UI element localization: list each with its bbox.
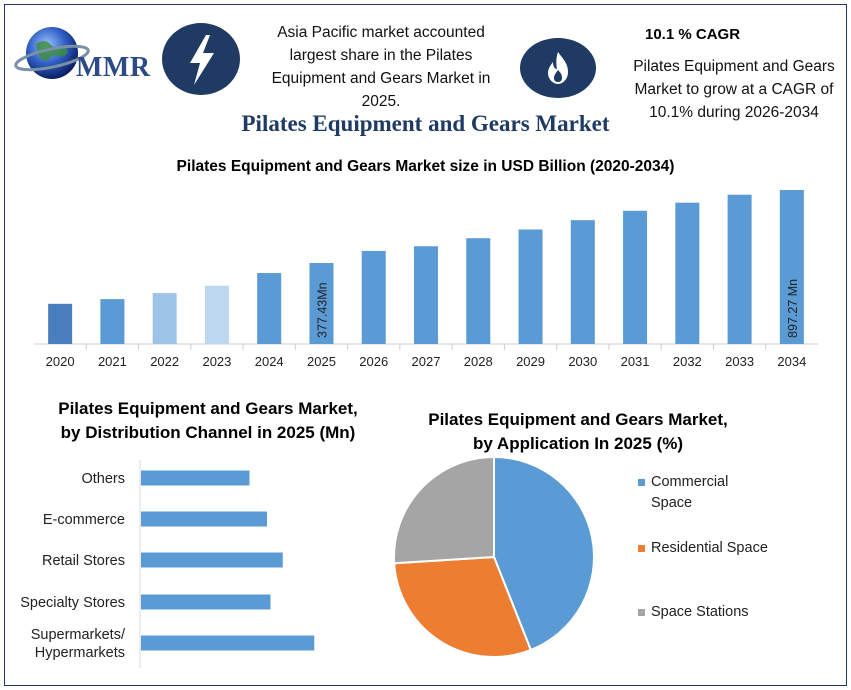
bar-2033 bbox=[727, 194, 752, 344]
x-tick-label-2034: 2034 bbox=[777, 354, 806, 369]
cagr-description: Pilates Equipment and Gears Market to gr… bbox=[633, 58, 835, 121]
pie-slice-residential-space bbox=[393, 555, 533, 658]
bar-2023 bbox=[204, 285, 229, 344]
logo: MMR bbox=[14, 20, 159, 90]
legend-item-commercial: Commercial Space bbox=[651, 472, 728, 514]
hbar-others bbox=[141, 470, 250, 486]
bar-2029 bbox=[518, 229, 543, 344]
distribution-title-line-1: Pilates Equipment and Gears Market, bbox=[58, 399, 358, 418]
lightning-badge bbox=[162, 23, 240, 95]
bar-2020 bbox=[48, 303, 73, 344]
bar-2022 bbox=[152, 293, 177, 344]
application-chart-title: Pilates Equipment and Gears Market, by A… bbox=[408, 408, 748, 456]
hbar-retail-stores bbox=[141, 552, 283, 568]
category-label: E-commerce bbox=[43, 512, 125, 528]
category-label: Hypermarkets bbox=[35, 645, 125, 661]
lightning-icon bbox=[190, 35, 214, 85]
pie-slice-commercial-space bbox=[493, 455, 595, 652]
x-tick-label-2020: 2020 bbox=[46, 354, 75, 369]
bar-2027 bbox=[414, 246, 438, 344]
x-tick-label-2026: 2026 bbox=[359, 354, 388, 369]
category-label: Specialty Stores bbox=[20, 595, 125, 611]
application-title-line-2: by Application In 2025 (%) bbox=[472, 434, 684, 453]
x-tick-label-2029: 2029 bbox=[516, 354, 545, 369]
x-tick-label-2021: 2021 bbox=[98, 354, 127, 369]
bar-2021 bbox=[100, 299, 125, 344]
x-tick-label-2022: 2022 bbox=[150, 354, 179, 369]
legend-swatch-residential bbox=[638, 545, 645, 552]
x-tick-label-2023: 2023 bbox=[202, 354, 231, 369]
bar-2025 bbox=[309, 262, 334, 344]
distribution-chart-title: Pilates Equipment and Gears Market, by D… bbox=[18, 397, 398, 445]
flame-badge bbox=[520, 38, 596, 98]
bar-2034 bbox=[779, 190, 804, 344]
x-tick-label-2025: 2025 bbox=[307, 354, 336, 369]
page-title: Pilates Equipment and Gears Market bbox=[241, 111, 610, 136]
bar-2032 bbox=[675, 202, 700, 344]
x-tick-label-2031: 2031 bbox=[621, 354, 650, 369]
hbar-supermarkets-hypermarkets bbox=[141, 635, 315, 651]
legend-item-space-stations: Space Stations bbox=[651, 602, 749, 623]
category-label: Supermarkets/ bbox=[31, 627, 126, 643]
globe-icon bbox=[14, 27, 90, 79]
legend-label-space-stations: Space Stations bbox=[651, 604, 749, 620]
legend-label-residential: Residential Space bbox=[651, 540, 768, 556]
hbar-specialty-stores bbox=[141, 594, 271, 610]
x-tick-label-2030: 2030 bbox=[568, 354, 597, 369]
bar-2026 bbox=[361, 250, 386, 344]
logo-text: MMR bbox=[76, 52, 151, 83]
region-share-text: Asia Pacific market accounted largest sh… bbox=[271, 24, 491, 110]
distribution-channel-bar-chart: Others E-commerce Retail Stores Specialty S… bbox=[20, 460, 315, 668]
application-title-line-1: Pilates Equipment and Gears Market, bbox=[428, 410, 728, 429]
market-size-bar-chart: 2020 2021 2022 2023 2024 2025 2026 2027 2028 2029… bbox=[34, 190, 818, 369]
bar-2031 bbox=[623, 210, 648, 344]
x-tick-label-2028: 2028 bbox=[464, 354, 493, 369]
x-tick-label-2033: 2033 bbox=[725, 354, 754, 369]
distribution-title-line-2: by Distribution Channel in 2025 (Mn) bbox=[60, 423, 356, 442]
bar-2024 bbox=[257, 273, 282, 344]
flame-icon bbox=[548, 52, 568, 84]
legend-label-commercial-1: Commercial bbox=[651, 474, 729, 490]
legend-swatch-commercial bbox=[638, 479, 645, 486]
legend-item-residential: Residential Space bbox=[651, 538, 768, 559]
bar-2030 bbox=[570, 220, 595, 344]
pie-slice-space-stations bbox=[393, 455, 495, 565]
hbar-e-commerce bbox=[141, 511, 267, 527]
legend-swatch-space-stations bbox=[638, 609, 645, 616]
bar-chart-title: Pilates Equipment and Gears Market size … bbox=[176, 158, 675, 175]
x-tick-label-2032: 2032 bbox=[673, 354, 702, 369]
data-label-2034: 897.27 Mn bbox=[786, 279, 800, 338]
page-frame bbox=[4, 4, 847, 686]
cagr-heading: 10.1 % CAGR bbox=[645, 26, 741, 43]
bar-2028 bbox=[466, 238, 491, 344]
legend-label-commercial-2: Space bbox=[651, 495, 693, 511]
x-tick-label-2027: 2027 bbox=[412, 354, 441, 369]
x-tick-label-2024: 2024 bbox=[255, 354, 284, 369]
category-label: Others bbox=[81, 471, 125, 487]
data-label-2025: 377.43Mn bbox=[315, 282, 329, 338]
category-label: Retail Stores bbox=[42, 553, 125, 569]
application-pie-chart bbox=[393, 455, 595, 658]
